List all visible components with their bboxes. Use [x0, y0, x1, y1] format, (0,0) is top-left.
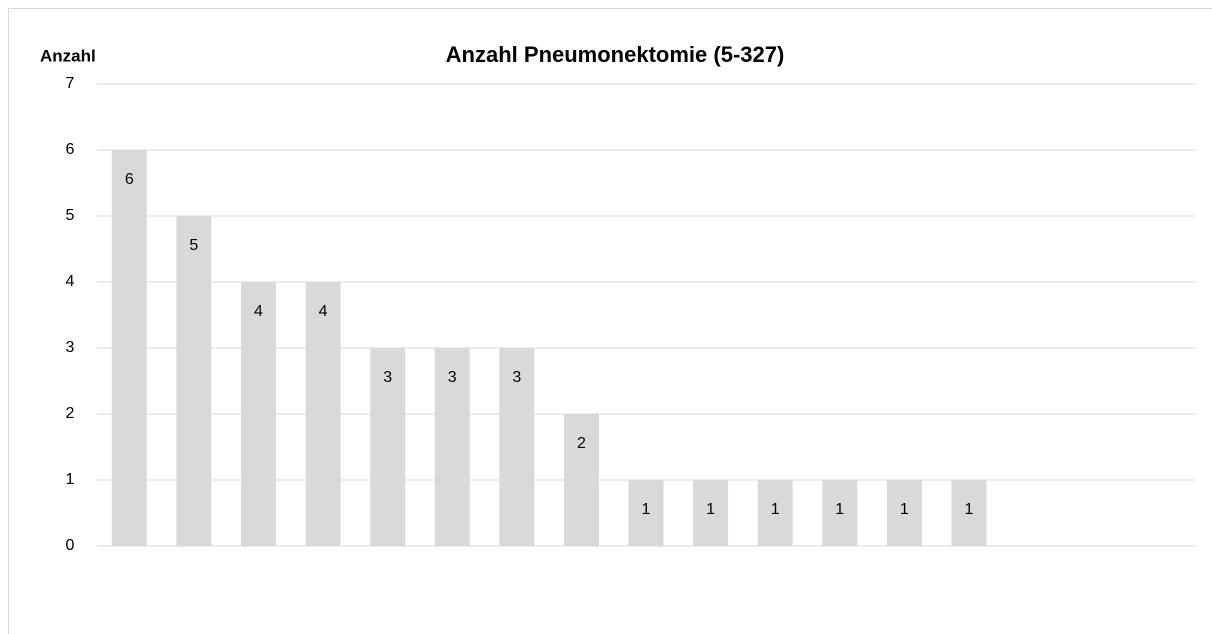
- y-tick-label: 1: [66, 471, 75, 488]
- data-label: 1: [964, 501, 973, 518]
- y-axis-label: Anzahl: [40, 46, 96, 65]
- y-tick-label: 5: [66, 207, 75, 224]
- chart-title: Anzahl Pneumonektomie (5-327): [446, 42, 785, 67]
- data-label: 5: [189, 237, 198, 254]
- y-tick-label: 4: [66, 273, 75, 290]
- data-label: 1: [706, 501, 715, 518]
- bar: [434, 348, 470, 546]
- data-label: 3: [383, 369, 392, 386]
- data-label: 4: [254, 303, 263, 320]
- bar: [240, 282, 276, 546]
- bar: [822, 480, 858, 546]
- bar: [370, 348, 406, 546]
- y-tick-label: 3: [66, 339, 75, 356]
- data-label: 2: [577, 435, 586, 452]
- y-tick-label: 2: [66, 405, 75, 422]
- bar: [628, 480, 664, 546]
- y-tick-label: 7: [66, 75, 75, 92]
- bar: [305, 282, 341, 546]
- data-label: 1: [771, 501, 780, 518]
- bar: [563, 414, 599, 546]
- bar: [693, 480, 729, 546]
- bar: [499, 348, 535, 546]
- data-label: 3: [512, 369, 521, 386]
- bar: [757, 480, 793, 546]
- data-label: 1: [835, 501, 844, 518]
- bar: [886, 480, 922, 546]
- data-label: 6: [125, 171, 134, 188]
- data-label: 1: [642, 501, 651, 518]
- bar: [176, 216, 212, 546]
- bar: [111, 150, 147, 546]
- bar: [951, 480, 987, 546]
- data-label: 3: [448, 369, 457, 386]
- y-tick-label: 0: [66, 537, 75, 554]
- data-label: 4: [319, 303, 328, 320]
- y-tick-label: 6: [66, 141, 75, 158]
- data-label: 1: [900, 501, 909, 518]
